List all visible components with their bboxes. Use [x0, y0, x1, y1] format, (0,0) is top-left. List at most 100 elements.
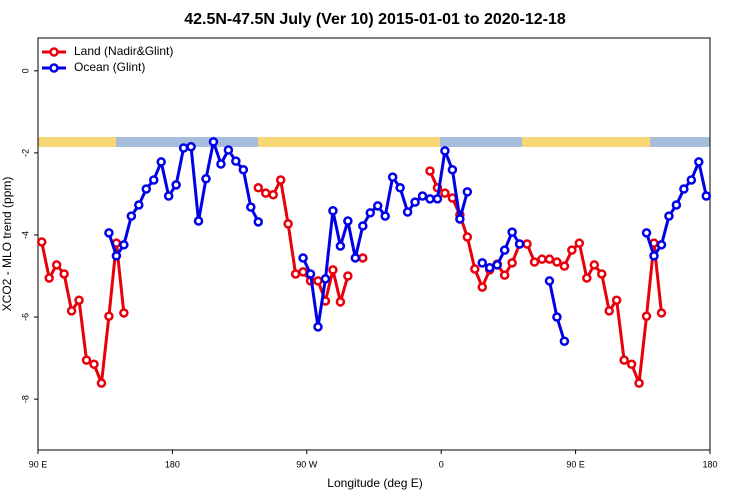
- data-point: [96, 378, 107, 388]
- data-point: [387, 172, 398, 182]
- data-point: [36, 237, 47, 247]
- data-point: [395, 183, 405, 193]
- data-point: [567, 245, 577, 255]
- data-point: [208, 137, 219, 147]
- data-point: [522, 239, 532, 249]
- data-point: [477, 282, 488, 292]
- data-point: [238, 164, 249, 175]
- data-point: [313, 276, 323, 286]
- data-point: [358, 221, 368, 231]
- plot-frame: [37, 37, 711, 451]
- y-tick-label: 0: [20, 68, 30, 73]
- data-point: [163, 191, 174, 201]
- data-point: [148, 175, 159, 185]
- data-point: [380, 211, 390, 221]
- data-point: [440, 146, 450, 156]
- data-point: [514, 239, 525, 249]
- data-point: [641, 311, 652, 321]
- data-point: [529, 257, 540, 267]
- data-point: [552, 312, 562, 322]
- data-point: [462, 187, 473, 197]
- data-point: [664, 211, 674, 221]
- land-mask-strip: [38, 137, 710, 147]
- data-point: [283, 219, 293, 229]
- data-point: [104, 228, 114, 238]
- data-point: [402, 207, 413, 217]
- x-axis-label: Longitude (deg E): [327, 476, 422, 490]
- y-tick-label: -6: [20, 313, 30, 321]
- ocean-segment: [116, 137, 258, 147]
- data-point: [626, 359, 637, 369]
- data-point: [74, 295, 84, 305]
- data-point: [358, 253, 368, 263]
- data-point: [507, 227, 517, 237]
- y-axis-label: XCO2 - MLO trend (ppm): [0, 177, 14, 312]
- data-point: [81, 355, 92, 365]
- data-point: [679, 184, 689, 194]
- data-point: [350, 253, 361, 263]
- data-point: [343, 216, 353, 226]
- x-tick-label: 90 E: [566, 459, 585, 469]
- data-point: [59, 269, 69, 279]
- data-point: [335, 297, 346, 307]
- data-point: [671, 200, 682, 210]
- data-point: [537, 254, 547, 264]
- data-point: [223, 145, 234, 155]
- land-segment: [522, 137, 650, 147]
- data-point: [44, 273, 54, 283]
- data-point: [134, 200, 144, 210]
- data-point: [328, 206, 338, 216]
- data-point: [686, 175, 697, 185]
- ocean-segment: [650, 137, 710, 147]
- data-point: [343, 271, 353, 281]
- data-point: [701, 191, 712, 201]
- data-point: [499, 270, 510, 280]
- data-point: [410, 197, 420, 207]
- x-tick-label: 90 W: [296, 459, 318, 469]
- data-point: [425, 166, 435, 176]
- data-point: [51, 260, 62, 270]
- data-point: [582, 273, 592, 283]
- legend-marker: [49, 47, 59, 57]
- data-point: [507, 258, 517, 268]
- legend-marker: [49, 63, 59, 73]
- data-point: [253, 217, 264, 227]
- data-point: [634, 378, 644, 388]
- legend-label: Ocean (Glint): [74, 60, 145, 74]
- data-point: [298, 253, 308, 263]
- data-point: [484, 263, 495, 273]
- data-point: [649, 251, 659, 261]
- land-segment: [38, 137, 116, 147]
- y-tick-label: -4: [20, 231, 30, 239]
- data-point: [425, 194, 435, 204]
- data-point: [619, 355, 629, 365]
- data-point: [589, 260, 600, 270]
- data-point: [186, 141, 196, 152]
- ocean-segment: [440, 137, 522, 147]
- data-point: [275, 175, 286, 185]
- data-point: [268, 190, 278, 200]
- data-point: [417, 191, 428, 201]
- data-point: [440, 188, 450, 198]
- data-point: [216, 159, 226, 169]
- data-point: [201, 174, 211, 184]
- data-point: [656, 308, 667, 318]
- data-point: [119, 240, 129, 250]
- data-point: [447, 164, 458, 175]
- data-point: [119, 308, 129, 318]
- data-point: [290, 269, 301, 279]
- data-point: [328, 265, 338, 275]
- data-point: [126, 211, 137, 221]
- data-point: [178, 143, 189, 153]
- x-tick-label: 180: [165, 459, 180, 469]
- data-point: [499, 245, 510, 255]
- data-point: [193, 216, 204, 226]
- data-point: [246, 202, 256, 212]
- data-point: [141, 184, 152, 194]
- data-point: [559, 336, 570, 347]
- data-point: [552, 257, 562, 267]
- data-point: [104, 311, 114, 321]
- data-point: [372, 201, 383, 211]
- data-point: [641, 228, 652, 238]
